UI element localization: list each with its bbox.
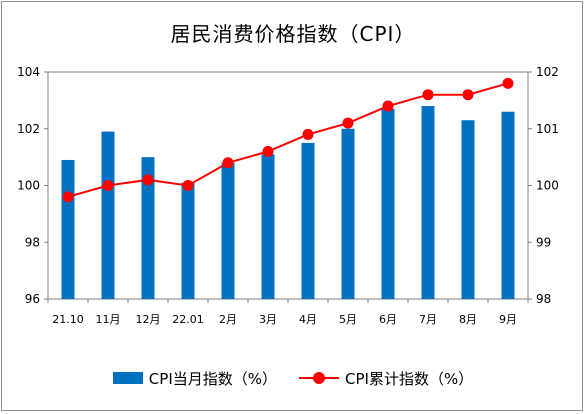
x-axis-tick-label: 5月 bbox=[339, 313, 357, 326]
legend-item-cumulative: CPI累计指数（%） bbox=[299, 368, 473, 389]
bar-monthly-cpi bbox=[381, 108, 395, 299]
x-axis-tick-label: 6月 bbox=[379, 313, 397, 326]
legend-bar-swatch bbox=[112, 372, 143, 384]
legend-label-monthly: CPI当月指数（%） bbox=[148, 369, 277, 388]
chart-legend: CPI当月指数（%） CPI累计指数（%） bbox=[0, 366, 586, 390]
right-axis-tick-label: 98 bbox=[536, 292, 551, 306]
bar-monthly-cpi bbox=[101, 131, 115, 299]
point-cumulative-cpi bbox=[382, 100, 394, 112]
point-cumulative-cpi bbox=[142, 174, 154, 186]
x-axis-tick-label: 7月 bbox=[419, 313, 437, 326]
x-axis-tick-label: 9月 bbox=[499, 313, 517, 326]
left-axis-tick-label: 100 bbox=[17, 179, 40, 193]
point-cumulative-cpi bbox=[502, 77, 514, 89]
right-axis-tick-label: 102 bbox=[536, 65, 559, 79]
bar-monthly-cpi bbox=[501, 111, 515, 299]
x-axis-tick-label: 8月 bbox=[459, 313, 477, 326]
line-cumulative-cpi bbox=[67, 82, 509, 198]
point-cumulative-cpi bbox=[102, 180, 114, 191]
x-axis-tick-label: 3月 bbox=[259, 313, 277, 326]
left-axis-tick-label: 104 bbox=[17, 65, 40, 79]
bar-monthly-cpi bbox=[221, 162, 235, 299]
left-axis-tick-label: 102 bbox=[17, 122, 40, 136]
x-axis-tick-label: 11月 bbox=[96, 313, 121, 326]
x-axis-tick-label: 12月 bbox=[136, 313, 161, 326]
bar-monthly-cpi bbox=[421, 106, 435, 299]
point-cumulative-cpi bbox=[262, 145, 274, 157]
bar-monthly-cpi bbox=[181, 182, 195, 299]
right-axis-tick-label: 99 bbox=[536, 235, 551, 249]
bar-monthly-cpi bbox=[461, 120, 475, 299]
right-axis-tick-label: 101 bbox=[536, 122, 559, 136]
x-axis-tick-label: 21.10 bbox=[52, 313, 84, 326]
bar-monthly-cpi bbox=[261, 154, 275, 299]
point-cumulative-cpi bbox=[342, 117, 354, 129]
point-cumulative-cpi bbox=[302, 128, 314, 140]
legend-item-monthly: CPI当月指数（%） bbox=[112, 368, 277, 389]
bar-monthly-cpi bbox=[141, 157, 155, 299]
left-axis-tick-label: 98 bbox=[25, 235, 40, 249]
point-cumulative-cpi bbox=[62, 191, 74, 203]
bar-monthly-cpi bbox=[301, 142, 315, 299]
legend-line-swatch bbox=[299, 372, 339, 384]
x-axis-tick-label: 2月 bbox=[219, 313, 237, 326]
plot-area-border bbox=[47, 71, 529, 300]
bar-monthly-cpi bbox=[61, 159, 75, 299]
x-axis-tick-label: 4月 bbox=[299, 313, 317, 326]
point-cumulative-cpi bbox=[182, 180, 194, 191]
point-cumulative-cpi bbox=[462, 89, 474, 101]
chart-title: 居民消费价格指数（CPI） bbox=[170, 22, 416, 46]
point-cumulative-cpi bbox=[222, 157, 234, 169]
bar-monthly-cpi bbox=[341, 128, 355, 299]
point-cumulative-cpi bbox=[422, 89, 434, 101]
x-axis-tick-label: 22.01 bbox=[172, 313, 204, 326]
right-axis-tick-label: 100 bbox=[536, 179, 559, 193]
legend-label-cumulative: CPI累计指数（%） bbox=[345, 369, 474, 388]
left-axis-tick-label: 96 bbox=[25, 292, 40, 306]
